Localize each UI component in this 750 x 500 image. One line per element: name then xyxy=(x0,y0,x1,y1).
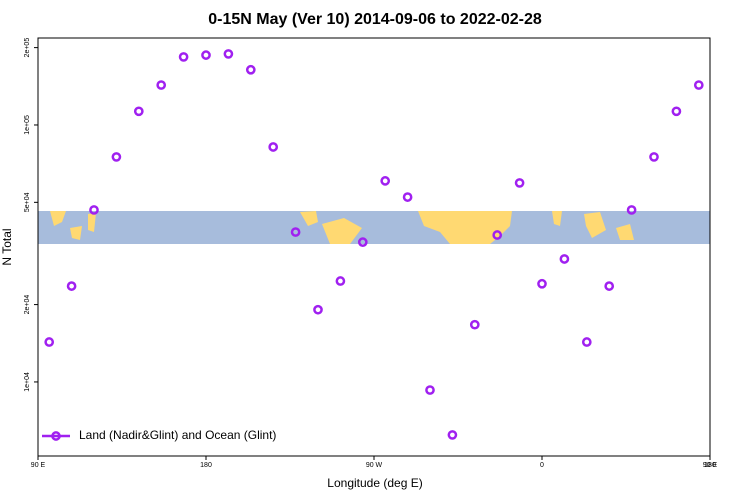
point xyxy=(671,106,682,117)
point xyxy=(492,230,503,240)
point xyxy=(649,152,659,162)
x-tick-label: 180 xyxy=(200,462,212,469)
y-tick-label: 1e+05 xyxy=(24,115,31,135)
y-axis-label: N Total xyxy=(0,228,14,265)
x-axis-label: Longitude (deg E) xyxy=(327,476,422,490)
point xyxy=(537,278,547,289)
point xyxy=(514,178,525,188)
x-tick-label: 90 E xyxy=(703,462,718,469)
point xyxy=(66,281,77,291)
y-tick-label: 5e+04 xyxy=(24,192,31,212)
legend-label: Land (Nadir&Glint) and Ocean (Glint) xyxy=(79,428,276,442)
legend-marker xyxy=(51,431,61,441)
point xyxy=(268,142,279,152)
point xyxy=(380,176,391,186)
point xyxy=(44,337,55,347)
point xyxy=(626,205,637,215)
point xyxy=(89,205,99,215)
point xyxy=(290,227,301,237)
point xyxy=(559,254,570,264)
point xyxy=(111,152,122,162)
y-tick-label: 2e+05 xyxy=(24,38,31,58)
y-tick-label: 1e+04 xyxy=(24,372,31,392)
point xyxy=(313,304,323,315)
point xyxy=(133,106,144,117)
point xyxy=(604,281,615,291)
x-tick-label: 0 xyxy=(540,462,544,469)
point xyxy=(223,49,234,59)
point xyxy=(425,385,435,395)
point xyxy=(335,276,346,286)
point xyxy=(357,237,368,247)
map-band xyxy=(38,211,710,244)
point xyxy=(581,337,592,347)
plot-frame xyxy=(37,37,711,457)
point xyxy=(402,192,413,202)
point xyxy=(178,52,189,62)
x-tick-label: 180 xyxy=(704,462,716,469)
point xyxy=(447,430,458,440)
point xyxy=(693,80,704,90)
y-tick-label: 2e+04 xyxy=(24,295,31,315)
x-tick-label: 90 W xyxy=(366,462,383,469)
point xyxy=(245,64,256,75)
x-tick-label: 90 E xyxy=(31,462,46,469)
chart-title: 0-15N May (Ver 10) 2014-09-06 to 2022-02… xyxy=(208,11,542,28)
point xyxy=(156,80,167,90)
point xyxy=(469,319,480,330)
point xyxy=(201,50,211,60)
